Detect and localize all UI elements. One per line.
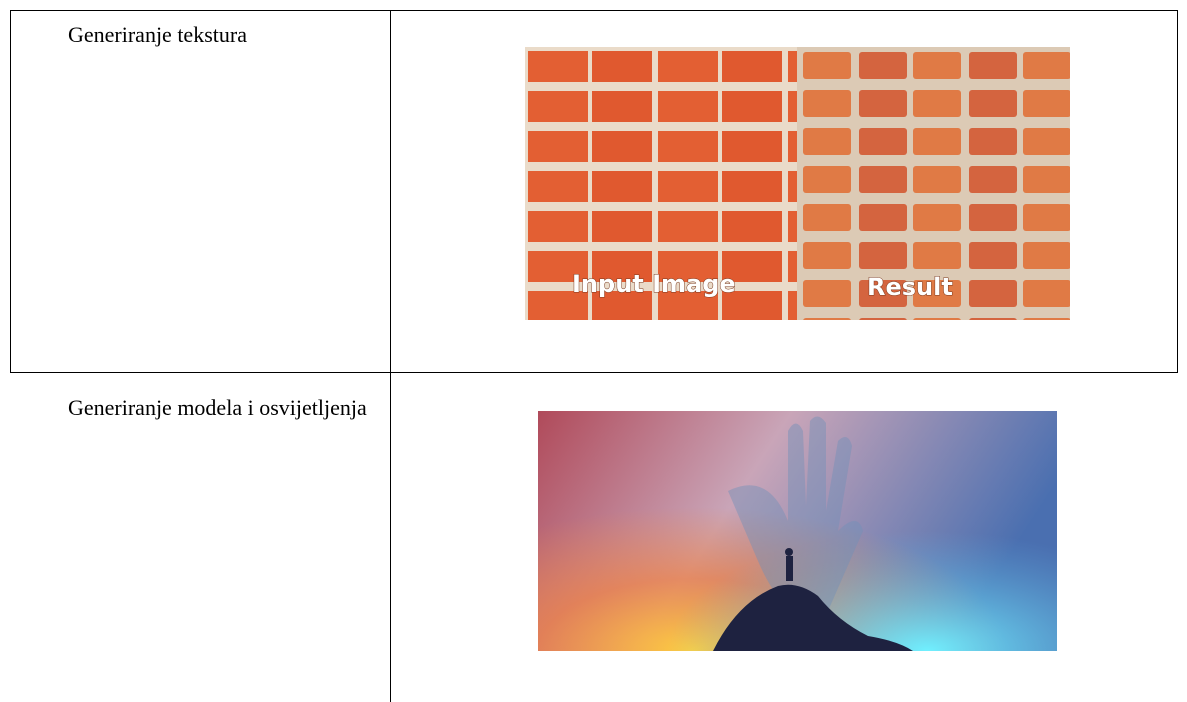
column-divider xyxy=(390,10,391,702)
table-border xyxy=(10,10,1178,11)
table-border xyxy=(1177,10,1178,372)
lighting-image xyxy=(538,411,1057,651)
table-border xyxy=(10,10,11,372)
image-caption: Input Image xyxy=(572,270,736,298)
image-caption: Result xyxy=(867,273,953,301)
row-label: Generiranje tekstura xyxy=(68,22,247,47)
texture-image: Input Image Result xyxy=(525,47,1070,320)
row-label: Generiranje modela i osvijetljenja xyxy=(68,395,367,420)
row-divider xyxy=(10,372,1178,373)
